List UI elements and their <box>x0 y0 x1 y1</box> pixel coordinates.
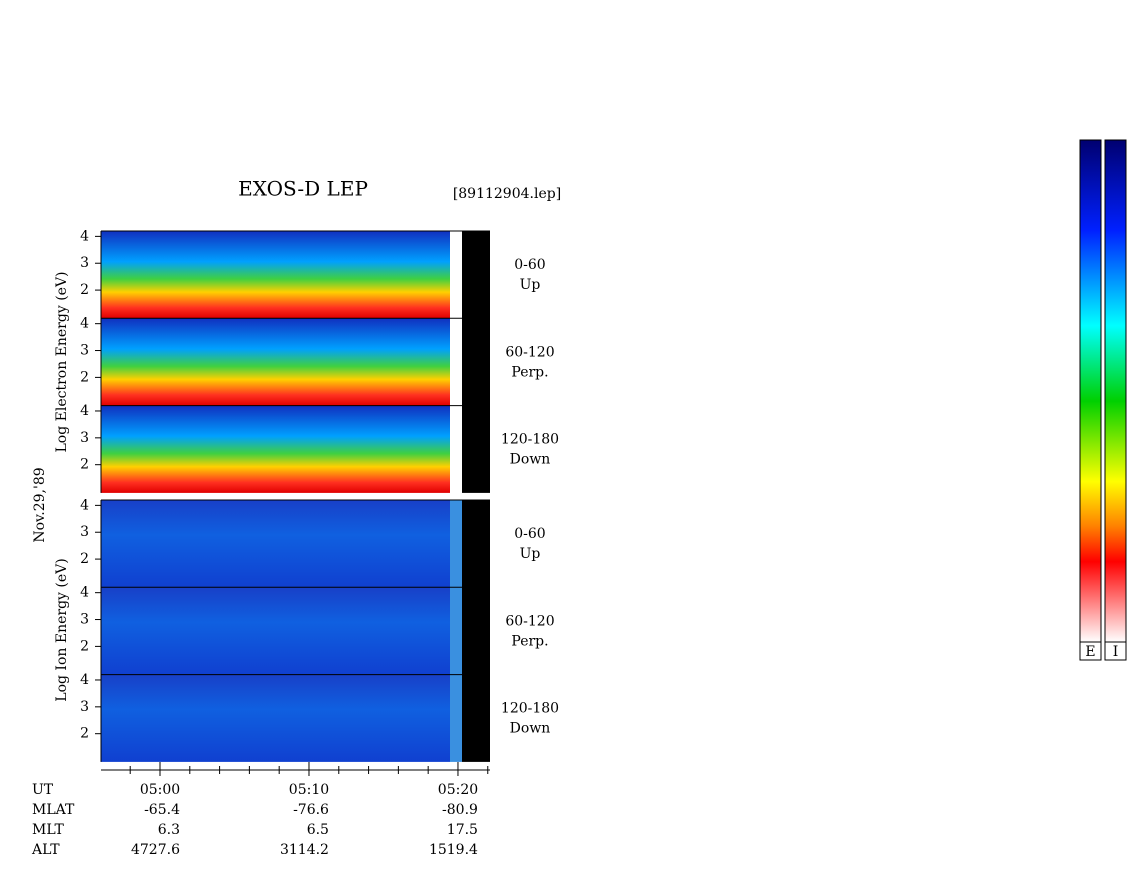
spectrogram <box>101 587 450 675</box>
row-label: MLAT <box>32 802 75 818</box>
spectrogram <box>101 405 450 493</box>
direction: Perp. <box>511 364 548 380</box>
spectrogram <box>101 674 450 762</box>
y-tick-label: 3 <box>80 524 89 540</box>
no-data <box>462 231 490 319</box>
row-value: -80.9 <box>442 802 478 818</box>
row-value: 1519.4 <box>429 842 478 858</box>
spectrogram-gap <box>450 674 462 762</box>
spectrogram-gap <box>450 500 462 588</box>
colorbar-label: I <box>1113 644 1119 660</box>
pitch-angle: 60-120 <box>505 613 554 629</box>
spectrogram-gap <box>450 587 462 675</box>
date: Nov.29,'89 <box>32 467 48 542</box>
spectrogram <box>101 500 450 588</box>
y-tick-label: 4 <box>80 585 89 601</box>
direction: Up <box>520 277 541 293</box>
direction: Down <box>510 452 551 468</box>
electron-axis-label: Log Electron Energy (eV) <box>54 271 70 452</box>
row-value: -65.4 <box>144 802 180 818</box>
spectrogram <box>101 231 450 319</box>
row-label: MLT <box>32 822 64 838</box>
no-data <box>462 500 490 588</box>
colorbar-label-box <box>1079 641 1102 661</box>
y-tick-label: 4 <box>80 403 89 419</box>
no-data <box>462 674 490 762</box>
pitch-angle: 0-60 <box>514 526 545 542</box>
y-tick-label: 3 <box>80 430 89 446</box>
y-tick-label: 2 <box>80 726 89 742</box>
y-tick-label: 2 <box>80 369 89 385</box>
row-value: 6.3 <box>158 822 180 838</box>
pitch-angle: 60-120 <box>505 344 554 360</box>
colorbar <box>1079 139 1102 643</box>
spectrogram-gap <box>450 318 462 406</box>
title: EXOS-D LEP <box>238 177 368 201</box>
x-tick-label: 05:10 <box>289 782 329 798</box>
row-value: 4727.6 <box>131 842 180 858</box>
row-label: ALT <box>31 842 60 858</box>
pitch-angle: 0-60 <box>514 257 545 273</box>
y-tick-label: 3 <box>80 255 89 271</box>
colorbar-label-box <box>1104 641 1127 661</box>
y-tick-label: 3 <box>80 612 89 628</box>
y-tick-label: 2 <box>80 457 89 473</box>
pitch-angle: 120-180 <box>501 701 559 717</box>
y-tick-label: 2 <box>80 551 89 567</box>
colorbar <box>1104 139 1127 643</box>
y-tick-label: 4 <box>80 316 89 332</box>
x-tick-label: 05:00 <box>140 782 180 798</box>
colorbar-label: E <box>1085 644 1095 660</box>
no-data <box>462 405 490 493</box>
row-value: 6.5 <box>307 822 329 838</box>
y-tick-label: 2 <box>80 638 89 654</box>
direction: Up <box>520 546 541 562</box>
y-tick-label: 4 <box>80 228 89 244</box>
y-tick-label: 2 <box>80 282 89 298</box>
spectrogram <box>101 318 450 406</box>
no-data <box>462 318 490 406</box>
row-value: 3114.2 <box>280 842 329 858</box>
x-tick-label: 05:20 <box>438 782 478 798</box>
y-tick-label: 4 <box>80 672 89 688</box>
row-label: UT <box>32 782 54 798</box>
row-value: -76.6 <box>293 802 329 818</box>
y-tick-label: 4 <box>80 497 89 513</box>
no-data <box>462 587 490 675</box>
pitch-angle: 120-180 <box>501 432 559 448</box>
row-value: 17.5 <box>447 822 478 838</box>
spectrogram-gap <box>450 405 462 493</box>
y-tick-label: 3 <box>80 699 89 715</box>
direction: Perp. <box>511 633 548 649</box>
direction: Down <box>510 721 551 737</box>
spectrogram-gap <box>450 231 462 319</box>
file-name: [89112904.lep] <box>453 186 561 202</box>
ion-axis-label: Log Ion Energy (eV) <box>54 558 70 701</box>
y-tick-label: 3 <box>80 343 89 359</box>
